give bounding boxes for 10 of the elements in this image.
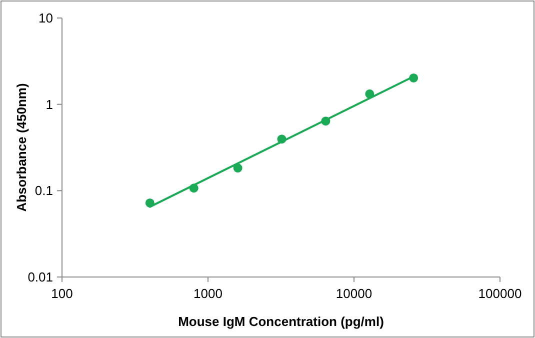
- y-axis-title: Absorbance (450nm): [14, 83, 29, 212]
- y-tick-label: 10: [38, 10, 53, 26]
- y-tick-label: 1: [46, 96, 53, 112]
- x-tick-label: 100000: [478, 286, 522, 301]
- x-tick-label: 100: [51, 286, 73, 301]
- y-tick-label: 0.1: [34, 183, 53, 198]
- x-tick-label: 10000: [336, 286, 372, 301]
- x-axis-title: Mouse IgM Concentration (pg/ml): [178, 314, 384, 329]
- x-tick-label: 1000: [194, 286, 222, 301]
- y-tick-label: 0.01: [28, 270, 53, 284]
